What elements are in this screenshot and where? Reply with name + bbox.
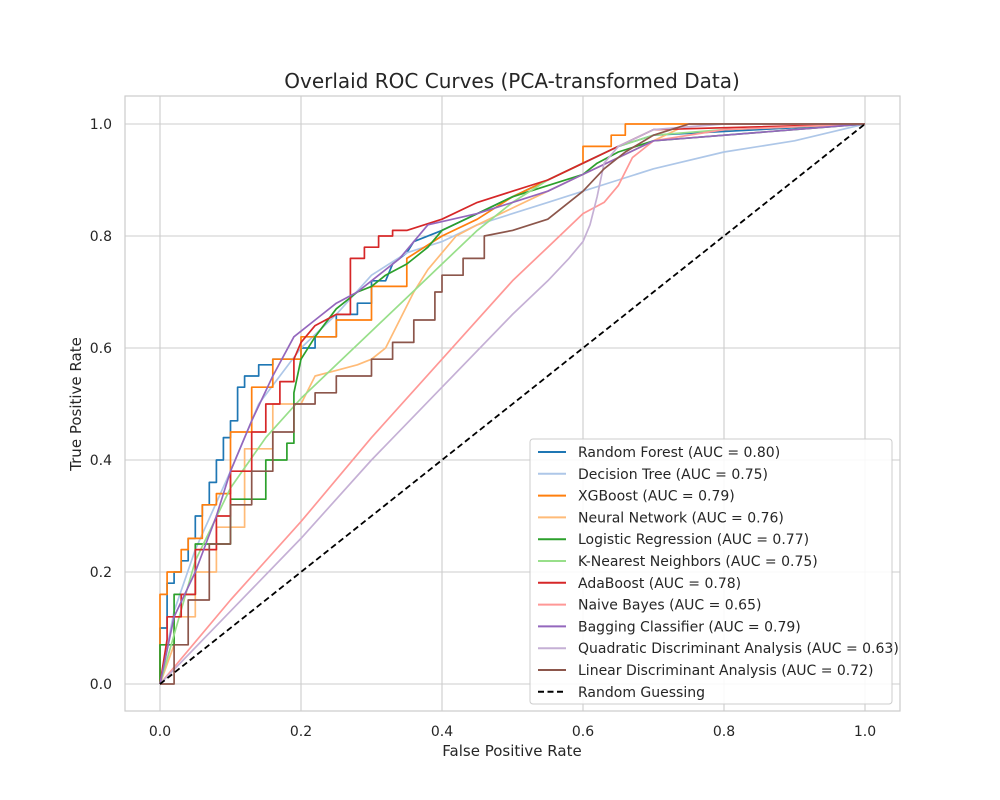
legend-entry: Logistic Regression (AUC = 0.77) <box>578 532 809 548</box>
y-tick-label: 0.4 <box>90 453 112 469</box>
y-axis-label: True Positive Rate <box>67 337 85 472</box>
series-line <box>160 123 865 685</box>
x-tick-label: 0.6 <box>572 724 594 740</box>
x-axis-label: False Positive Rate <box>442 742 581 760</box>
chart-title: Overlaid ROC Curves (PCA-transformed Dat… <box>284 69 740 93</box>
x-tick-label: 1.0 <box>854 724 876 740</box>
legend-entry: AdaBoost (AUC = 0.78) <box>578 576 741 592</box>
series-line <box>159 123 866 685</box>
legend-entry: XGBoost (AUC = 0.79) <box>578 489 735 505</box>
legend-entry: Bagging Classifier (AUC = 0.79) <box>578 619 801 635</box>
series-line <box>159 123 866 685</box>
series-line <box>159 123 865 684</box>
legend-entry: Naive Bayes (AUC = 0.65) <box>578 598 761 614</box>
legend-entry: Neural Network (AUC = 0.76) <box>578 510 784 526</box>
curves <box>159 123 866 685</box>
y-tick-label: 1.0 <box>90 117 112 133</box>
series-line <box>159 123 866 685</box>
x-tick-label: 0.0 <box>149 724 171 740</box>
legend: Random Forest (AUC = 0.80) Decision Tree … <box>529 438 899 705</box>
legend-entry: Random Forest (AUC = 0.80) <box>578 445 780 461</box>
y-tick-label: 0.8 <box>90 229 112 245</box>
legend-entry: Random Guessing <box>578 685 705 701</box>
legend-entry: Quadratic Discriminant Analysis (AUC = 0… <box>578 641 899 657</box>
legend-entry: Linear Discriminant Analysis (AUC = 0.72… <box>578 663 874 679</box>
x-tick-label: 0.4 <box>431 724 453 740</box>
series-line <box>159 123 865 685</box>
y-tick-label: 0.2 <box>90 565 112 581</box>
y-tick-label: 0.6 <box>90 341 112 357</box>
y-tick-label: 0.0 <box>90 677 112 693</box>
series-line <box>159 123 866 685</box>
legend-entry: K-Nearest Neighbors (AUC = 0.75) <box>578 554 818 570</box>
x-tick-label: 0.8 <box>713 724 735 740</box>
legend-frame <box>529 438 893 705</box>
y-tick-labels: 0.0 0.2 0.4 0.6 0.8 1.0 <box>90 117 112 693</box>
series-line <box>159 123 866 684</box>
x-tick-label: 0.2 <box>290 724 312 740</box>
series-line <box>159 123 866 685</box>
legend-entry: Decision Tree (AUC = 0.75) <box>578 467 768 483</box>
x-tick-labels: 0.0 0.2 0.4 0.6 0.8 1.0 <box>149 724 876 740</box>
